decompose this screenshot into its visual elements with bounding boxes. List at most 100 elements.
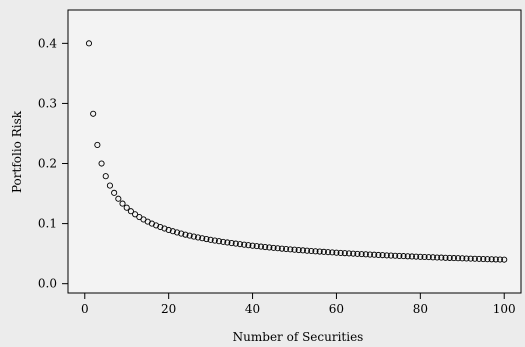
data-point (211, 237, 218, 244)
data-point (174, 229, 181, 236)
data-point (333, 249, 340, 256)
x-tick-label: 80 (413, 302, 428, 316)
data-point (463, 255, 470, 262)
data-point (127, 208, 134, 215)
data-point (132, 211, 139, 218)
data-point (312, 248, 319, 255)
data-point (501, 256, 508, 263)
x-axis: 0 20 40 60 80 100 (81, 293, 516, 316)
data-point (224, 239, 231, 246)
data-point (85, 40, 93, 47)
y-axis-title: Portfolio Risk (10, 110, 24, 193)
data-point (446, 254, 453, 261)
x-tick-label: 0 (81, 302, 89, 316)
data-point (329, 249, 336, 256)
data-point (228, 240, 235, 247)
data-point (379, 252, 386, 259)
data-point (350, 250, 357, 257)
data-point (396, 252, 403, 259)
data-point (169, 228, 176, 235)
data-point (165, 226, 172, 234)
data-point (316, 248, 323, 255)
data-point (94, 141, 101, 148)
data-point (417, 253, 424, 260)
data-point (299, 247, 306, 254)
data-point (215, 238, 223, 245)
data-point (236, 241, 244, 248)
data-point (404, 253, 411, 260)
data-point (291, 246, 298, 253)
data-point (392, 252, 399, 259)
data-point (283, 245, 290, 253)
data-point (270, 244, 277, 251)
y-tick-label: 0.0 (38, 277, 57, 291)
data-point (161, 225, 168, 232)
data-point (182, 231, 189, 238)
data-point (123, 204, 130, 211)
data-point (429, 254, 436, 261)
y-axis: 0.0 0.1 0.2 0.3 0.4 (38, 36, 68, 291)
data-point (442, 254, 449, 261)
data-point (98, 160, 105, 167)
data-point (220, 238, 227, 245)
data-point (450, 255, 457, 262)
data-point (245, 242, 252, 249)
data-point (425, 254, 432, 261)
data-point (295, 246, 302, 254)
y-tick-label: 0.2 (38, 157, 57, 171)
data-point (366, 251, 374, 258)
data-point (371, 251, 378, 258)
data-point (476, 255, 483, 262)
data-point (287, 246, 294, 253)
data-point (345, 250, 353, 257)
data-point (266, 244, 273, 251)
plot-area (67, 9, 522, 294)
data-point (186, 232, 193, 239)
data-point (337, 249, 344, 256)
data-point (488, 256, 495, 263)
x-tick-label: 20 (161, 302, 176, 316)
data-point (320, 248, 327, 255)
data-point (207, 236, 214, 243)
data-point (90, 110, 97, 117)
data-point (421, 253, 428, 261)
y-tick-label: 0.1 (38, 217, 57, 231)
y-tick-label: 0.4 (38, 36, 57, 50)
data-point (387, 252, 395, 259)
data-point (496, 256, 504, 263)
data-point (358, 251, 365, 258)
data-point (115, 195, 122, 202)
data-point (459, 255, 466, 262)
data-point (253, 243, 260, 250)
data-point (274, 245, 281, 252)
data-point (119, 200, 126, 207)
data-point (455, 255, 462, 262)
data-point (262, 243, 269, 251)
data-point (383, 252, 390, 259)
data-point (400, 253, 407, 260)
data-point (354, 250, 361, 257)
data-point (413, 253, 420, 260)
data-point (304, 247, 311, 254)
data-point (232, 240, 239, 247)
data-point (278, 245, 285, 252)
x-tick-label: 100 (493, 302, 516, 316)
x-axis-title: Number of Securities (233, 330, 364, 344)
x-tick-label: 60 (329, 302, 344, 316)
data-point (249, 242, 256, 249)
data-point (257, 243, 264, 250)
data-point (106, 182, 113, 189)
data-point (471, 255, 478, 262)
y-tick-label: 0.3 (38, 96, 57, 110)
data-point (199, 235, 206, 242)
data-point (492, 256, 499, 263)
data-point (102, 173, 109, 180)
x-tick-label: 40 (245, 302, 260, 316)
data-point (467, 255, 474, 262)
data-point (308, 247, 315, 255)
data-point (190, 233, 197, 240)
data-point (194, 234, 202, 241)
data-point (375, 251, 382, 259)
data-point (480, 255, 487, 263)
